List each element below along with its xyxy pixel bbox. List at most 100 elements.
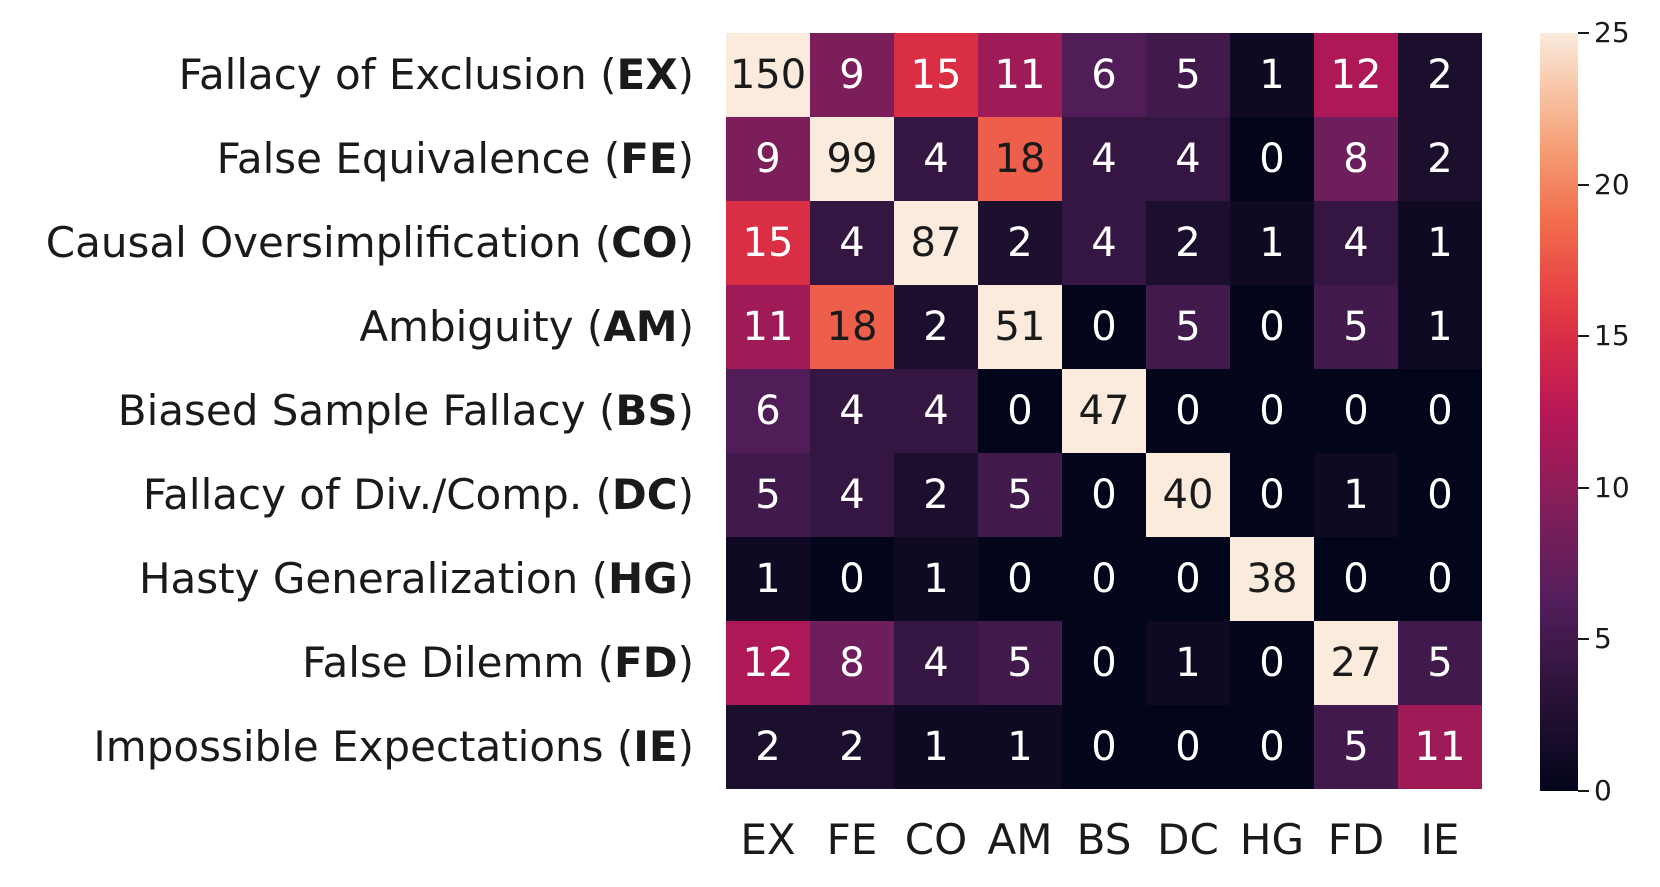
heatmap-cell: 4 [810, 201, 894, 285]
heatmap-cell: 4 [1062, 117, 1146, 201]
colorbar-tick-label: 20 [1594, 167, 1630, 201]
colorbar-tick-label: 0 [1594, 774, 1612, 807]
column-label: DC [1157, 815, 1219, 864]
heatmap-cell: 51 [978, 285, 1062, 369]
heatmap-cell: 11 [726, 285, 810, 369]
heatmap-cell: 12 [1314, 33, 1398, 117]
row-label-close: ) [677, 302, 694, 351]
colorbar-tick [1578, 183, 1589, 186]
heatmap-cell: 1 [726, 537, 810, 621]
column-label: BS [1076, 815, 1132, 864]
heatmap-cell: 1 [1230, 33, 1314, 117]
heatmap-cell: 1 [1398, 201, 1482, 285]
heatmap-cell: 2 [1398, 33, 1482, 117]
heatmap-cell: 4 [1314, 201, 1398, 285]
row-label: Causal Oversimplification (CO) [46, 201, 694, 285]
row-label-close: ) [677, 50, 694, 99]
heatmap-cell: 5 [1398, 621, 1482, 705]
heatmap-cell: 1 [978, 705, 1062, 789]
row-label: Impossible Expectations (IE) [93, 705, 694, 789]
row-label-close: ) [677, 470, 694, 519]
row-label-close: ) [677, 218, 694, 267]
row-label-abbr: CO [611, 218, 678, 267]
heatmap-cell: 5 [726, 453, 810, 537]
heatmap-cell: 0 [1146, 705, 1230, 789]
colorbar-tick [1578, 486, 1589, 489]
heatmap-cell: 1 [894, 537, 978, 621]
row-label-abbr: EX [616, 50, 678, 99]
heatmap-cell: 2 [894, 285, 978, 369]
heatmap-cell: 150 [726, 33, 810, 117]
column-label: EX [740, 815, 796, 864]
heatmap-cell: 4 [894, 117, 978, 201]
row-label-abbr: IE [633, 722, 678, 771]
colorbar-tick [1578, 790, 1589, 792]
row-label-abbr: DC [611, 470, 678, 519]
row-label-text: Ambiguity ( [359, 302, 604, 351]
row-label-close: ) [677, 386, 694, 435]
heatmap-cell: 0 [1062, 453, 1146, 537]
row-label-text: Impossible Expectations ( [93, 722, 634, 771]
row-label: False Dilemm (FD) [302, 621, 694, 705]
heatmap-cell: 38 [1230, 537, 1314, 621]
heatmap-cell: 4 [1146, 117, 1230, 201]
row-label-text: False Equivalence ( [216, 134, 621, 183]
heatmap-cell: 1 [1398, 285, 1482, 369]
row-label-close: ) [677, 638, 694, 687]
heatmap-cell: 4 [810, 453, 894, 537]
heatmap-cell: 18 [978, 117, 1062, 201]
row-label: Ambiguity (AM) [359, 285, 694, 369]
heatmap-cell: 0 [978, 537, 1062, 621]
heatmap-cell: 27 [1314, 621, 1398, 705]
row-label-text: Fallacy of Div./Comp. ( [142, 470, 612, 519]
row-label-close: ) [677, 134, 694, 183]
heatmap-cell: 0 [1062, 705, 1146, 789]
heatmap-cell: 2 [894, 453, 978, 537]
heatmap-cell: 6 [726, 369, 810, 453]
column-label: CO [904, 815, 968, 864]
row-label-abbr: BS [615, 386, 678, 435]
heatmap-cell: 0 [978, 369, 1062, 453]
heatmap-cell: 6 [1062, 33, 1146, 117]
colorbar-tick-label: 10 [1594, 470, 1630, 504]
heatmap-cell: 0 [1062, 537, 1146, 621]
heatmap-cell: 5 [978, 453, 1062, 537]
row-label: Biased Sample Fallacy (BS) [118, 369, 694, 453]
row-label-abbr: HG [607, 554, 678, 603]
row-label: Hasty Generalization (HG) [139, 537, 694, 621]
heatmap-cell: 4 [1062, 201, 1146, 285]
colorbar [1540, 33, 1578, 791]
heatmap-cell: 11 [1398, 705, 1482, 789]
row-label-text: Hasty Generalization ( [138, 554, 608, 603]
heatmap-cell: 1 [1314, 453, 1398, 537]
heatmap-cell: 15 [726, 201, 810, 285]
heatmap-cell: 12 [726, 621, 810, 705]
heatmap-cell: 15 [894, 33, 978, 117]
heatmap-cell: 0 [1398, 369, 1482, 453]
colorbar-tick-label: 25 [1594, 16, 1630, 49]
row-label-abbr: AM [603, 302, 678, 351]
heatmap-cell: 2 [978, 201, 1062, 285]
column-label: HG [1239, 815, 1305, 864]
heatmap-cell: 4 [894, 369, 978, 453]
heatmap-cell: 0 [1230, 117, 1314, 201]
heatmap-cell: 4 [810, 369, 894, 453]
heatmap-cell: 0 [1230, 621, 1314, 705]
heatmap-cell: 0 [1314, 369, 1398, 453]
row-label: Fallacy of Exclusion (EX) [179, 33, 694, 117]
heatmap-cell: 1 [1230, 201, 1314, 285]
heatmap-cell: 9 [810, 33, 894, 117]
heatmap-cell: 87 [894, 201, 978, 285]
heatmap-cell: 18 [810, 285, 894, 369]
colorbar-tick [1578, 32, 1589, 34]
heatmap-cell: 8 [810, 621, 894, 705]
row-label-close: ) [677, 722, 694, 771]
heatmap-cell: 4 [894, 621, 978, 705]
heatmap-cell: 0 [1146, 537, 1230, 621]
colorbar-tick [1578, 638, 1589, 641]
row-label-abbr: FD [614, 638, 678, 687]
heatmap-cell: 2 [1146, 201, 1230, 285]
heatmap-cell: 0 [1230, 285, 1314, 369]
heatmap-cell: 0 [1230, 705, 1314, 789]
